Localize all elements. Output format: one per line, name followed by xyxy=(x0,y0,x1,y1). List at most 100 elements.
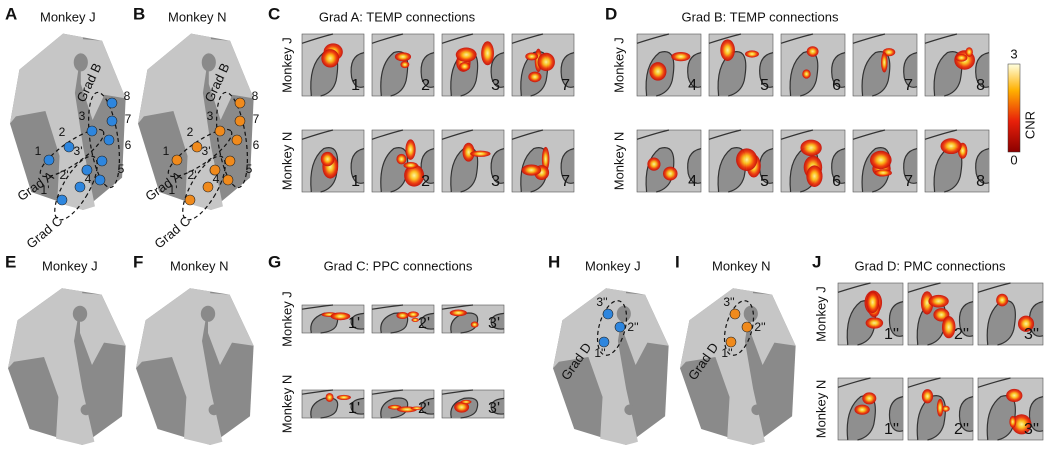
sulcus xyxy=(560,52,575,88)
panel-title: Monkey N xyxy=(170,258,229,273)
sulcus xyxy=(831,148,846,184)
activation xyxy=(870,150,892,170)
sulcus xyxy=(350,312,365,330)
panel-letter: I xyxy=(675,252,680,271)
sulcus xyxy=(780,33,819,97)
activation xyxy=(470,150,491,157)
activation xyxy=(449,309,467,317)
sulcus xyxy=(888,396,904,432)
seed-dot xyxy=(234,97,246,109)
sulcus xyxy=(560,148,575,184)
tile-label: 6 xyxy=(832,173,841,190)
sulcus xyxy=(490,312,505,330)
panel-title: Monkey J xyxy=(42,258,98,273)
tile-label: 2 xyxy=(421,173,430,190)
seed-dot xyxy=(74,181,86,193)
activation xyxy=(744,50,759,58)
activation xyxy=(405,139,416,160)
activation xyxy=(455,47,477,63)
seed-dot xyxy=(94,174,106,186)
seed-dot xyxy=(224,155,236,167)
gradient-outline xyxy=(182,155,226,221)
cortex-light xyxy=(136,288,223,445)
row-label: Monkey J xyxy=(611,37,626,93)
panel: C Grad A: TEMP connections Monkey J 1 2 3 7 Mon… xyxy=(268,4,575,193)
panel-title: Monkey N xyxy=(712,258,771,273)
activation xyxy=(525,52,539,61)
seed-label: 4 xyxy=(85,172,92,186)
seed-label: 7 xyxy=(253,112,260,126)
tile-label: 7 xyxy=(561,77,570,94)
tile-label: 3' xyxy=(488,400,500,417)
activation xyxy=(955,53,968,62)
sulcus xyxy=(490,148,505,184)
row-label: Monkey N xyxy=(279,132,294,191)
row-label: Monkey J xyxy=(279,291,294,347)
activation xyxy=(806,46,819,57)
tile-label: 4 xyxy=(688,173,697,190)
row-label: Monkey N xyxy=(813,380,828,439)
panel-letter: G xyxy=(268,252,281,271)
sulcus xyxy=(903,52,918,88)
seed-dot xyxy=(184,194,196,206)
seed-label: 1 xyxy=(163,144,170,158)
sulcus xyxy=(958,301,974,337)
sulcus xyxy=(490,397,505,415)
seed-label: 3 xyxy=(79,109,86,123)
panel: D Grad B: TEMP connections Monkey J 4 5 6 7 8 Mo… xyxy=(605,4,990,193)
tile-label: 2'' xyxy=(954,326,969,343)
activation xyxy=(1009,415,1017,428)
activation xyxy=(454,401,470,413)
activation xyxy=(537,52,555,72)
seed-label: 3'' xyxy=(723,295,734,309)
sulcus xyxy=(958,396,974,432)
panel-title: Grad D: PMC connections xyxy=(854,258,1006,273)
sulcus xyxy=(616,305,631,322)
gradient-outline xyxy=(88,91,120,189)
cortex-light xyxy=(750,293,796,365)
seed-label: 6 xyxy=(125,138,132,152)
sulcus xyxy=(420,312,435,330)
seed-dot xyxy=(191,141,203,153)
cortex-light xyxy=(623,293,669,365)
tile-label: 3 xyxy=(491,77,500,94)
activation xyxy=(404,164,425,187)
panel: E Monkey J 1' 2' 3' Grad C xyxy=(5,144,126,445)
activation xyxy=(1017,315,1035,332)
colorbar: 3 0 CNR xyxy=(1007,46,1037,167)
seed-label: 5 xyxy=(246,162,253,176)
tile-label: 3 xyxy=(491,173,500,190)
tile-label: 2'' xyxy=(954,421,969,438)
seed-label: 1' xyxy=(41,183,50,197)
sulcus xyxy=(80,404,92,416)
gradient-outline xyxy=(723,300,755,356)
gradient-outline xyxy=(596,300,628,356)
seed-dot xyxy=(741,321,753,333)
activation xyxy=(649,62,667,81)
activation xyxy=(325,392,334,402)
activation xyxy=(403,162,418,169)
panel-title: Grad B: TEMP connections xyxy=(681,9,839,24)
activation xyxy=(862,392,877,405)
panel: G Grad C: PPC connections Monkey J 1' 2' 3' Mo… xyxy=(268,252,505,433)
activation xyxy=(928,294,949,308)
activation xyxy=(321,49,340,68)
colorbar-scale xyxy=(1007,63,1021,153)
sulcus xyxy=(708,33,747,97)
sulcus xyxy=(907,377,946,441)
seed-label: 6 xyxy=(253,138,260,152)
activation xyxy=(396,153,407,165)
seed-label: 1'' xyxy=(721,346,732,360)
activation xyxy=(410,406,423,410)
seed-dot xyxy=(86,125,98,137)
sulcus xyxy=(420,397,435,415)
sulcus xyxy=(759,148,774,184)
sulcus xyxy=(687,52,702,88)
seed-dot xyxy=(56,194,68,206)
sulcus xyxy=(751,404,763,416)
seed-label: 3 xyxy=(207,109,214,123)
seed-label: 2' xyxy=(60,168,69,182)
cortex-light xyxy=(208,293,254,365)
